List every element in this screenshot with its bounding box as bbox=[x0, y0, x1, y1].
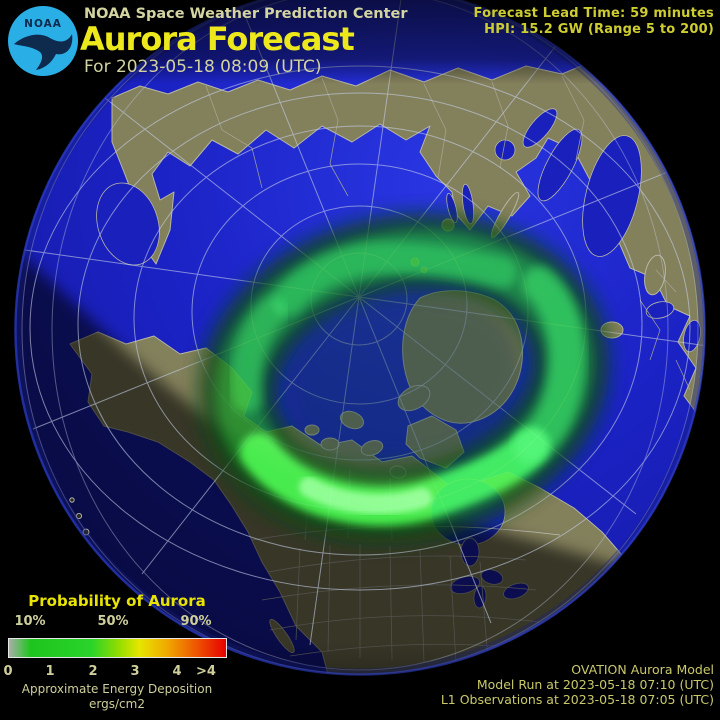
black-sea bbox=[645, 301, 675, 319]
aurora-arc-east bbox=[513, 266, 586, 464]
gulf-of-bothnia bbox=[522, 108, 558, 148]
probability-colorbar bbox=[8, 638, 227, 658]
scale-label-1: 1 bbox=[45, 664, 55, 679]
legend-percent-50: 50% bbox=[97, 614, 129, 629]
aurora-core-arc bbox=[299, 477, 432, 515]
noaa-seagull-icon bbox=[14, 34, 73, 70]
norwegian-sea bbox=[582, 135, 642, 257]
credit-model-name: OVATION Aurora Model bbox=[571, 662, 714, 677]
probability-legend: Probability of Aurora 10% 50% 90% 0 1 2 … bbox=[0, 592, 240, 720]
mediterranean-sea bbox=[698, 423, 705, 449]
credit-l1-observations: L1 Observations at 2023-05-18 07:05 (UTC… bbox=[440, 692, 714, 707]
credit-model-run: Model Run at 2023-05-18 07:10 (UTC) bbox=[476, 677, 714, 692]
british-isles bbox=[644, 254, 666, 296]
scale-label-3: 3 bbox=[130, 664, 140, 679]
sea-of-okhotsk bbox=[96, 182, 160, 266]
forecast-datetime: For 2023-05-18 08:09 (UTC) bbox=[84, 57, 322, 77]
model-credits: OVATION Aurora Model Model Run at 2023-0… bbox=[441, 662, 714, 707]
legend-percent-90: 90% bbox=[180, 614, 212, 629]
country-borders bbox=[205, 75, 691, 391]
polar-cap-tint bbox=[285, 291, 523, 465]
scale-label-0: 0 bbox=[3, 664, 13, 679]
terminator-night-shading bbox=[15, 225, 705, 675]
gulf-of-st-lawrence bbox=[598, 601, 626, 623]
forecast-lead-time: Forecast Lead Time: 59 minutes bbox=[473, 6, 714, 21]
hawaii-islands bbox=[69, 497, 90, 536]
page-title: Aurora Forecast bbox=[80, 20, 355, 58]
forecast-info: Forecast Lead Time: 59 minutes HPI: 15.2… bbox=[474, 6, 714, 38]
legend-caption-line1: Approximate Energy Deposition bbox=[21, 682, 213, 696]
hemispheric-power-index: HPI: 15.2 GW (Range 5 to 200) bbox=[484, 22, 714, 37]
agency-title: NOAA Space Weather Prediction Center bbox=[84, 6, 408, 22]
aurora-arc-west bbox=[230, 297, 287, 413]
aurora-arc-north bbox=[272, 241, 518, 316]
legend-percent-10: 10% bbox=[14, 614, 46, 629]
scale-label-4: 4 bbox=[172, 664, 182, 679]
scale-label-gt4: >4 bbox=[196, 664, 216, 679]
legend-title: Probability of Aurora bbox=[28, 592, 206, 610]
aurora-oval bbox=[198, 212, 610, 544]
top-fade-band bbox=[0, 0, 720, 84]
scale-label-2: 2 bbox=[88, 664, 98, 679]
noaa-logo-icon: NOAA bbox=[8, 6, 78, 76]
legend-caption-line2: ergs/cm2 bbox=[89, 697, 145, 711]
noaa-logo-text: NOAA bbox=[24, 18, 62, 30]
